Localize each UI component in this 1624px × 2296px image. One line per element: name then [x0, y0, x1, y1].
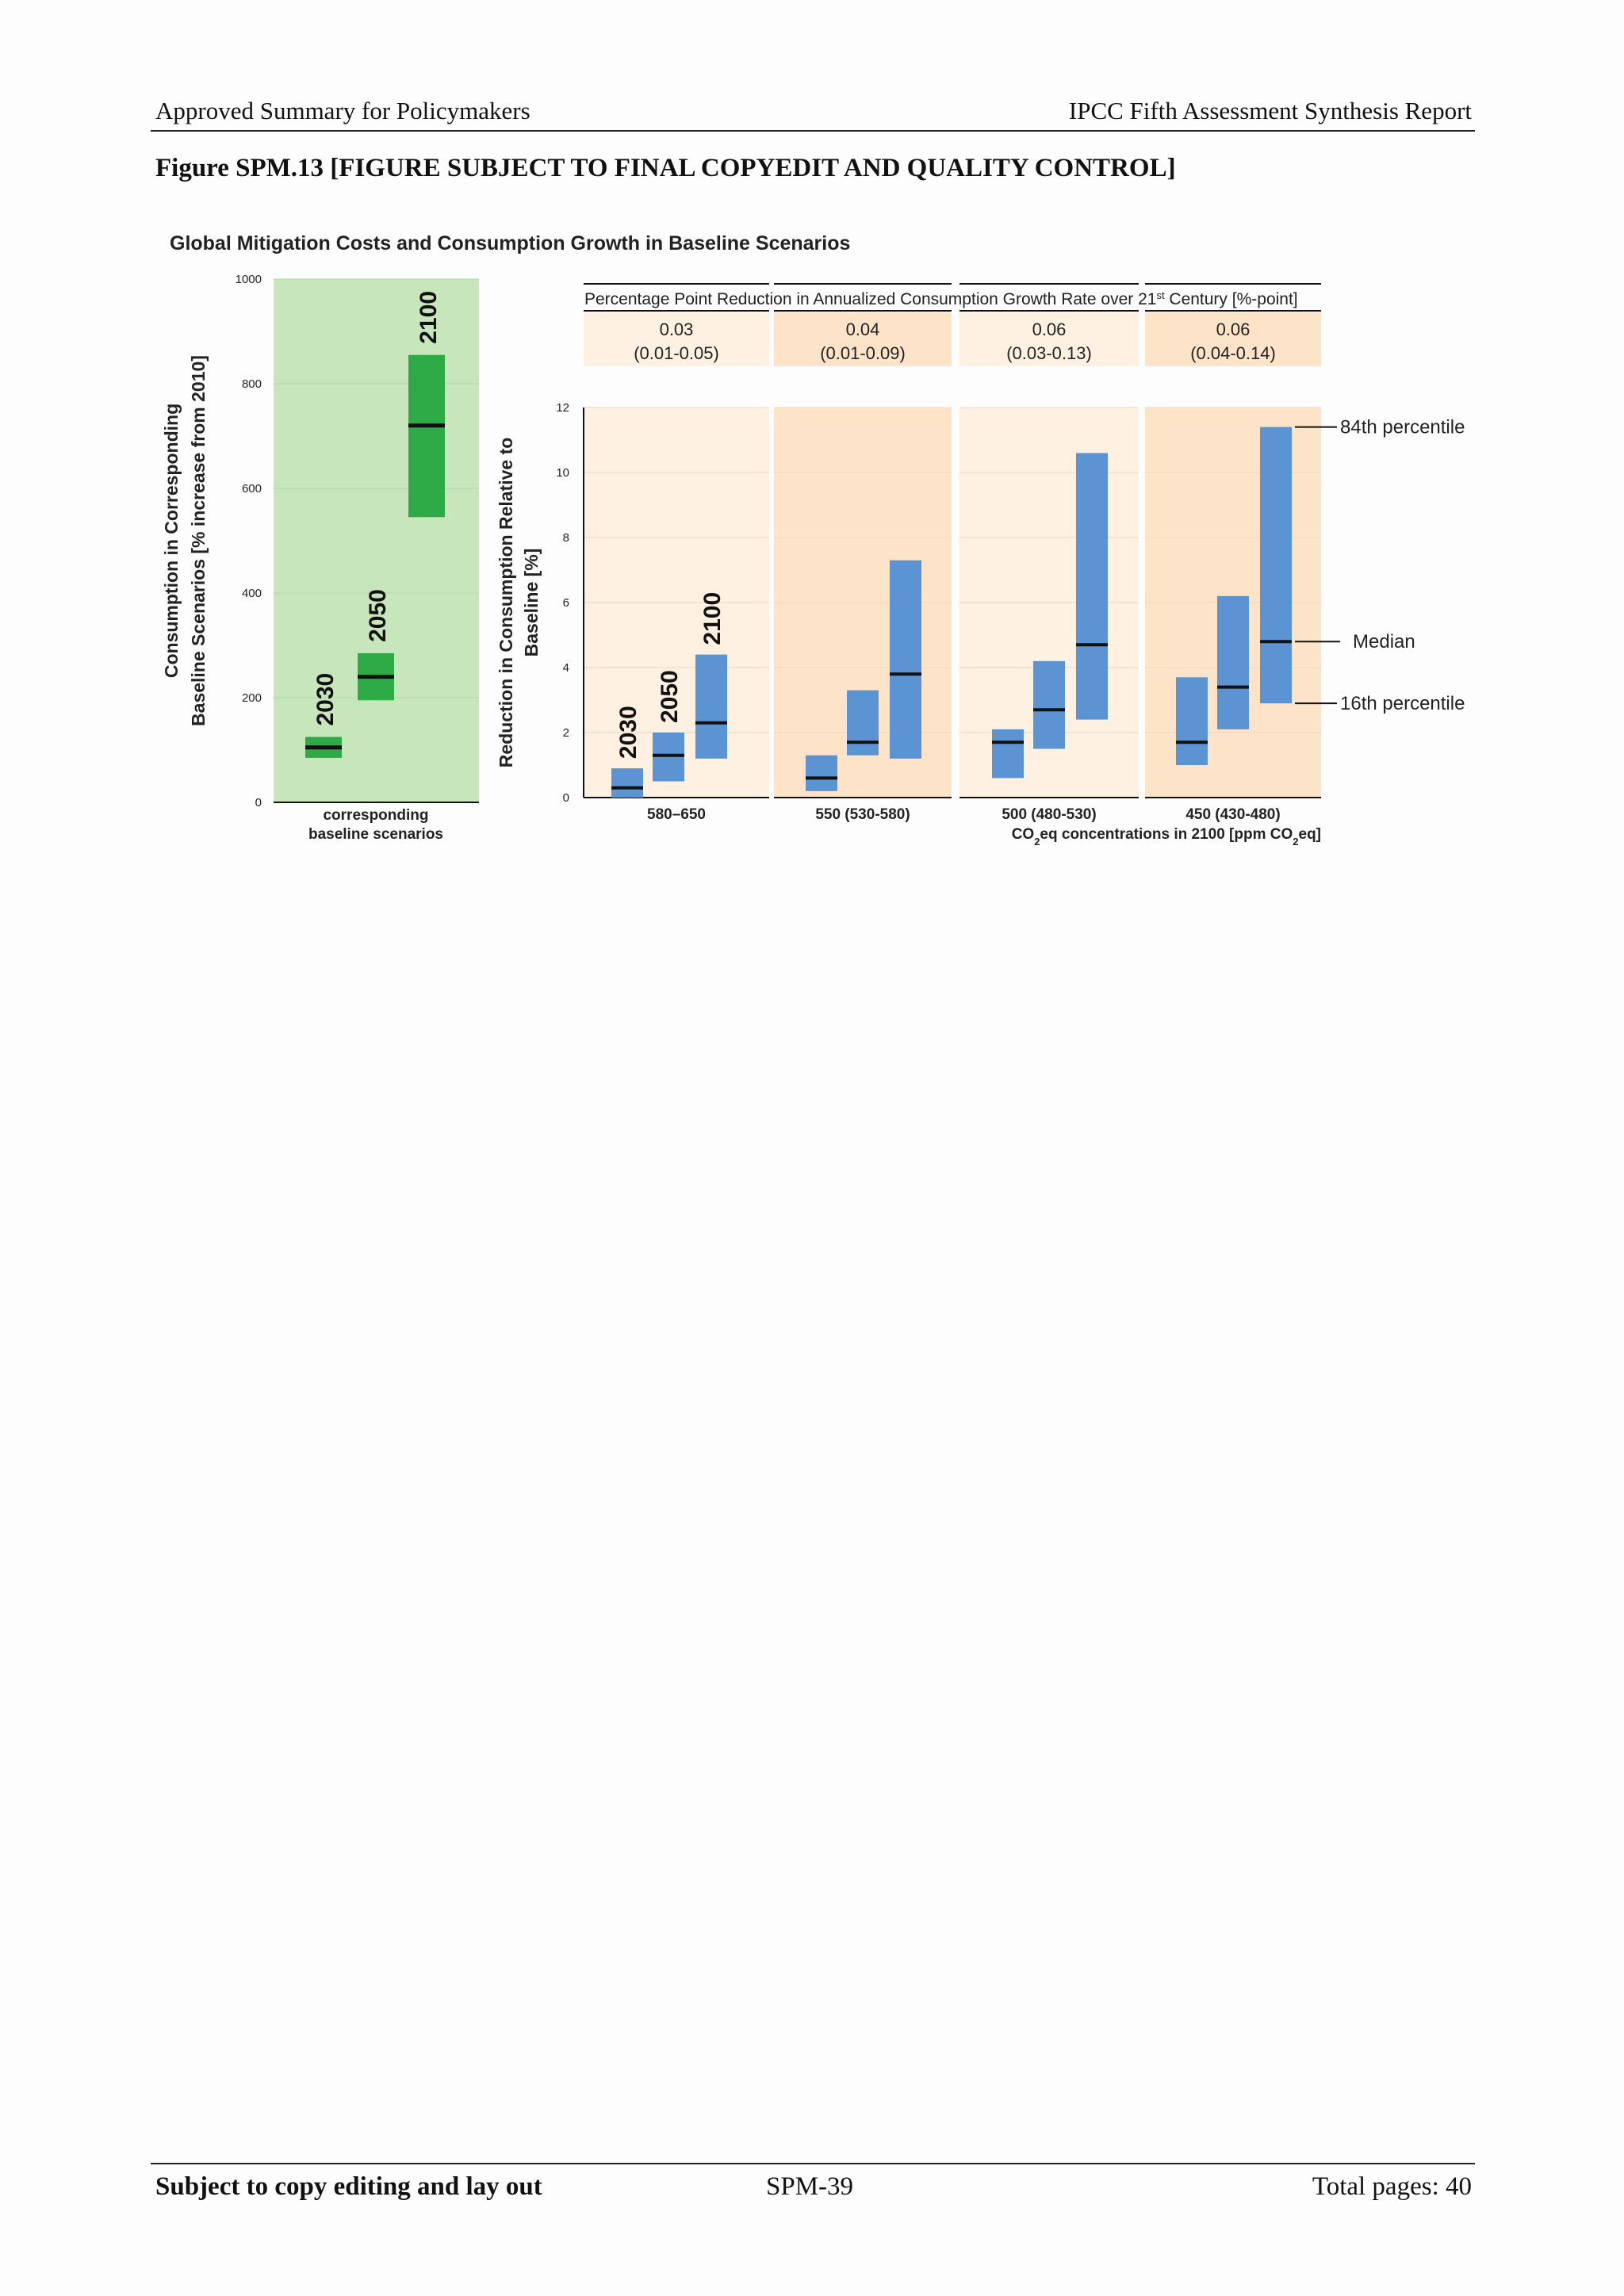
y-axis-label-line: Baseline Scenarios [% increase from 2010…: [188, 355, 209, 726]
y-axis-label-line: Consumption in Corresponding: [161, 404, 182, 678]
year-label: 2050: [365, 589, 391, 642]
y-axis-label-line: Baseline [%]: [521, 549, 542, 657]
legend-median-label: Median: [1353, 631, 1415, 652]
legend-84th-label: 84th percentile: [1340, 417, 1465, 438]
y-tick-label: 6: [563, 596, 569, 610]
legend-16th-label: 16th percentile: [1340, 693, 1465, 714]
y-tick-label: 1000: [236, 273, 262, 286]
growth-header-cell: [959, 312, 1139, 366]
year-label: 2030: [312, 673, 339, 726]
range-bar: [1217, 595, 1249, 729]
growth-rate-value: 0.04: [846, 320, 880, 339]
y-tick-label: 10: [556, 466, 569, 480]
year-label: 2100: [416, 291, 442, 344]
y-tick-label: 800: [242, 377, 262, 391]
range-bar: [695, 654, 727, 759]
growth-header-cell: [1145, 312, 1321, 366]
y-tick-label: 200: [242, 691, 262, 705]
year-label: 2100: [699, 592, 726, 645]
growth-rate-header: Percentage Point Reduction in Annualized…: [584, 289, 1298, 309]
range-bar: [408, 354, 445, 518]
figure-caption: Figure SPM.13 [FIGURE SUBJECT TO FINAL C…: [155, 154, 1176, 182]
x-axis-title: CO2eq concentrations in 2100 [ppm CO2eq]: [1012, 826, 1321, 848]
y-tick-label: 8: [563, 531, 569, 545]
y-tick-label: 600: [242, 482, 262, 496]
range-bar: [847, 690, 879, 756]
figure-chart: Global Mitigation Costs and Consumption …: [161, 232, 1465, 848]
chart-title: Global Mitigation Costs and Consumption …: [170, 232, 850, 254]
range-bar: [1260, 427, 1292, 704]
growth-rate-range: (0.01-0.05): [634, 343, 719, 363]
range-bar: [653, 733, 684, 782]
growth-rate-range: (0.03-0.13): [1006, 343, 1092, 363]
y-axis-title: Consumption in Corresponding Baseline Sce…: [161, 355, 209, 726]
growth-rate-range: (0.01-0.09): [820, 343, 906, 363]
growth-rate-value: 0.03: [660, 320, 694, 339]
y-tick-label: 2: [563, 726, 569, 740]
x-category-label: 580–650: [647, 806, 706, 823]
y-tick-label: 4: [563, 661, 569, 675]
header-rule: [151, 130, 1475, 132]
footer-note: Subject to copy editing and lay out: [155, 2172, 542, 2201]
range-bar: [1176, 677, 1208, 765]
y-axis-title: Reduction in Consumption Relative to Base…: [496, 438, 542, 768]
range-bar: [1033, 660, 1065, 749]
y-tick-label: 0: [255, 796, 262, 809]
growth-header-cell: [584, 312, 769, 366]
page-number: SPM-39: [766, 2172, 854, 2201]
page-header-right: IPCC Fifth Assessment Synthesis Report: [1068, 97, 1472, 124]
year-label: 2030: [615, 706, 642, 759]
y-tick-label: 0: [563, 791, 569, 805]
year-label: 2050: [657, 670, 683, 723]
range-bar: [992, 729, 1024, 779]
x-axis-label: baseline scenarios: [308, 826, 443, 843]
page-header-left: Approved Summary for Policymakers: [155, 97, 530, 124]
range-bar: [890, 560, 921, 759]
range-bar: [1076, 453, 1108, 720]
y-tick-label: 400: [242, 587, 262, 600]
total-pages: Total pages: 40: [1312, 2172, 1472, 2201]
range-bar: [611, 768, 643, 798]
x-category-label: 450 (430-480): [1185, 806, 1280, 823]
x-category-label: 500 (480-530): [1002, 806, 1096, 823]
footer-rule: [151, 2163, 1475, 2164]
x-category-label: 550 (530-580): [815, 806, 910, 823]
growth-rate-value: 0.06: [1032, 320, 1067, 339]
range-bar: [806, 755, 837, 791]
baseline-panel-bg: [274, 279, 479, 802]
x-axis-label: corresponding: [323, 807, 428, 824]
y-tick-label: 12: [556, 401, 569, 415]
y-axis-label-line: Reduction in Consumption Relative to: [496, 438, 516, 768]
growth-rate-range: (0.04-0.14): [1190, 343, 1276, 363]
growth-header-cell: [774, 312, 952, 366]
growth-rate-value: 0.06: [1216, 320, 1251, 339]
